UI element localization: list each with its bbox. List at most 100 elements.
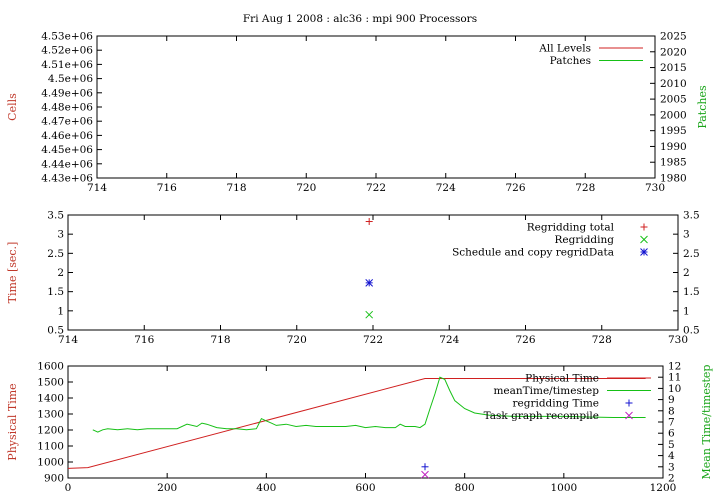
y2-tick-label: 10	[668, 383, 681, 395]
y2-tick-label: 6	[668, 428, 675, 440]
y2-tick-label: 2	[668, 473, 675, 485]
x-tick-label: 730	[668, 334, 688, 346]
y2-tick-label: 0.5	[683, 325, 700, 337]
x-tick-label: 1200	[650, 482, 677, 494]
x-tick-label: 716	[157, 182, 177, 194]
legend-label: Schedule and copy regridData	[452, 247, 614, 259]
legend-label: Task graph recompile	[484, 410, 599, 422]
legend-swatch-d2	[640, 235, 648, 244]
x-tick-label: 714	[58, 334, 78, 346]
y2-tick-label: 2025	[660, 31, 687, 43]
y-tick-label: 1.5	[47, 286, 64, 298]
y2-axis-title: Mean Time/timestep	[700, 365, 713, 480]
y2-tick-label: 4	[668, 450, 675, 462]
y2-tick-label: 3	[683, 229, 690, 241]
data-point-d2	[365, 310, 374, 319]
y-axis-title: Cells	[6, 93, 19, 121]
y-tick-label: 4.53e+06	[41, 31, 93, 43]
series-2	[365, 310, 374, 319]
y2-tick-label: 7	[668, 417, 675, 429]
y-tick-label: 1000	[37, 457, 64, 469]
x-tick-label: 722	[366, 182, 386, 194]
x-tick-label: 728	[575, 182, 595, 194]
y2-tick-label: 1995	[660, 125, 687, 137]
data-point-d2	[365, 278, 374, 287]
y2-tick-label: 1	[683, 305, 690, 317]
x-tick-label: 724	[439, 334, 459, 346]
y2-tick-label: 2.5	[683, 248, 700, 260]
x-tick-label: 718	[226, 182, 246, 194]
y-axis-title: Physical Time	[6, 383, 19, 460]
legend-label: Physical Time	[525, 373, 599, 385]
y-tick-label: 4.52e+06	[41, 45, 93, 57]
series-3	[365, 278, 374, 287]
y-tick-label: 4.5e+06	[48, 73, 93, 85]
x-tick-label: 400	[256, 482, 276, 494]
y-tick-label: 2	[57, 267, 64, 279]
x-tick-label: 730	[645, 182, 665, 194]
series-line	[92, 376, 646, 433]
series-line	[67, 378, 646, 469]
y2-tick-label: 2000	[660, 109, 687, 121]
legend-label: Regridding total	[527, 222, 615, 234]
x-tick-label: 720	[287, 334, 307, 346]
data-point-d2	[421, 470, 429, 479]
y-tick-label: 4.45e+06	[41, 144, 93, 156]
legend-label: Patches	[550, 55, 591, 67]
series-1	[67, 378, 646, 469]
y2-tick-label: 1990	[660, 141, 687, 153]
series-4	[421, 470, 429, 479]
series-3	[421, 463, 429, 471]
y2-tick-label: 1.5	[683, 286, 700, 298]
y2-tick-label: 2015	[660, 62, 687, 74]
y2-tick-label: 2020	[660, 46, 687, 58]
y-tick-label: 1400	[37, 393, 64, 405]
y-tick-label: 1500	[37, 377, 64, 389]
legend-swatch-d2	[625, 411, 633, 420]
y-axis-title: Time [sec.]	[6, 242, 19, 304]
y-tick-label: 3	[57, 229, 64, 241]
y2-tick-label: 11	[668, 372, 681, 384]
y2-tick-label: 8	[668, 405, 675, 417]
legend-label: regridding Time	[513, 398, 600, 410]
x-tick-label: 728	[592, 334, 612, 346]
x-tick-label: 600	[355, 482, 375, 494]
y2-axis-title: Patches	[696, 85, 709, 129]
x-tick-label: 724	[436, 182, 456, 194]
series-1	[365, 218, 373, 226]
y-tick-label: 1600	[37, 361, 64, 373]
y2-tick-label: 5	[668, 439, 675, 451]
y2-tick-label: 3.5	[683, 210, 700, 222]
x-tick-label: 722	[363, 334, 383, 346]
y2-tick-label: 3	[668, 461, 675, 473]
y-tick-label: 4.48e+06	[41, 102, 93, 114]
y-tick-label: 3.5	[47, 210, 64, 222]
y2-tick-label: 1980	[660, 173, 687, 185]
x-tick-label: 726	[505, 182, 525, 194]
series-2	[92, 376, 646, 433]
legend-label: Regridding	[554, 234, 614, 246]
y2-tick-label: 1985	[660, 157, 687, 169]
y-tick-label: 1100	[37, 441, 64, 453]
y2-tick-label: 12	[668, 361, 681, 373]
x-tick-label: 714	[87, 182, 107, 194]
chart-panel-1: 714 716 718 720 722 724 726 728 730 4.43e+06 4.44e…	[6, 31, 709, 195]
x-tick-label: 720	[296, 182, 316, 194]
x-tick-label: 200	[157, 482, 177, 494]
x-tick-label: 1000	[550, 482, 577, 494]
legend-swatch-d2	[640, 248, 648, 256]
x-tick-label: 718	[210, 334, 230, 346]
y-tick-label: 4.49e+06	[41, 87, 93, 99]
chart-panel-2: 714 716 718 720 722 724 726 728 7300.511.522.533…	[6, 210, 700, 347]
y-tick-label: 4.44e+06	[41, 158, 93, 170]
chart-panel-3: 0 200 400 600 800 1000 1200 900 1000 1100 1200 1300…	[6, 361, 713, 495]
y-tick-label: 1	[57, 305, 64, 317]
x-tick-label: 726	[515, 334, 535, 346]
y-tick-label: 4.47e+06	[41, 116, 93, 128]
y-tick-label: 1200	[37, 425, 64, 437]
y2-tick-label: 2	[683, 267, 690, 279]
y-tick-label: 4.46e+06	[41, 130, 93, 142]
legend-label: All Levels	[538, 43, 591, 55]
page-title: Fri Aug 1 2008 : alc36 : mpi 900 Process…	[243, 13, 477, 25]
